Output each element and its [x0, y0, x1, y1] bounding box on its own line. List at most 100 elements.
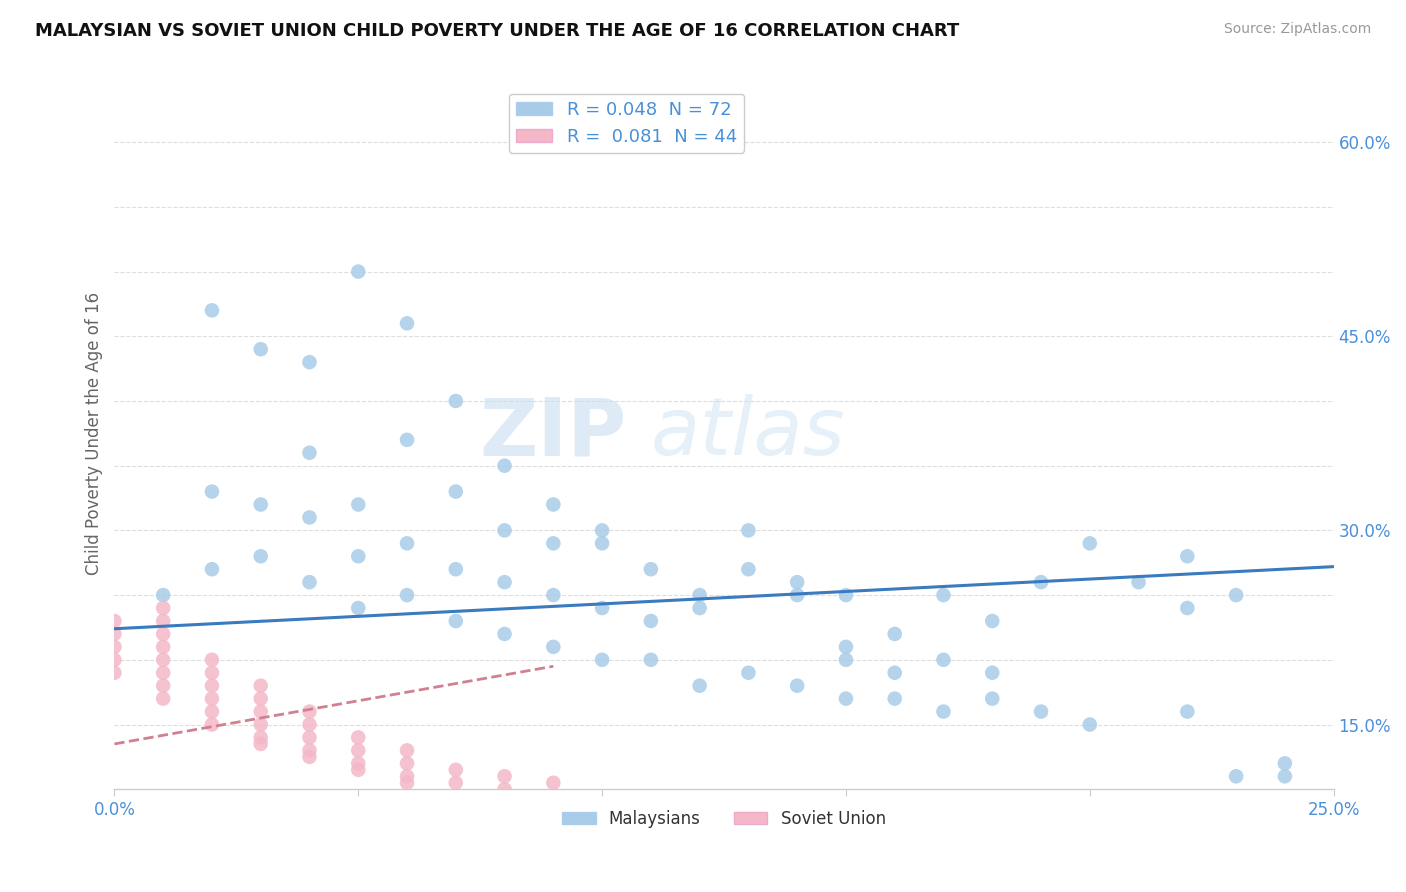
Point: [395, 769, 418, 783]
Point: [201, 679, 224, 693]
Point: [152, 653, 174, 667]
Point: [249, 342, 271, 356]
Point: [395, 776, 418, 790]
Point: [737, 665, 759, 680]
Point: [543, 498, 565, 512]
Point: [249, 498, 271, 512]
Point: [1029, 575, 1052, 590]
Point: [395, 536, 418, 550]
Point: [981, 614, 1004, 628]
Point: [591, 524, 613, 538]
Point: [347, 498, 370, 512]
Point: [201, 653, 224, 667]
Point: [249, 737, 271, 751]
Point: [444, 484, 467, 499]
Point: [786, 575, 808, 590]
Text: MALAYSIAN VS SOVIET UNION CHILD POVERTY UNDER THE AGE OF 16 CORRELATION CHART: MALAYSIAN VS SOVIET UNION CHILD POVERTY …: [35, 22, 959, 40]
Point: [298, 355, 321, 369]
Point: [152, 627, 174, 641]
Point: [395, 756, 418, 771]
Point: [103, 627, 125, 641]
Point: [543, 776, 565, 790]
Point: [932, 653, 955, 667]
Point: [249, 705, 271, 719]
Point: [444, 763, 467, 777]
Text: ZIP: ZIP: [479, 394, 627, 473]
Point: [347, 756, 370, 771]
Point: [1175, 705, 1198, 719]
Point: [1225, 769, 1247, 783]
Point: [591, 601, 613, 615]
Point: [835, 640, 858, 654]
Point: [444, 562, 467, 576]
Point: [347, 549, 370, 564]
Point: [494, 627, 516, 641]
Point: [981, 691, 1004, 706]
Point: [298, 575, 321, 590]
Point: [932, 588, 955, 602]
Point: [835, 588, 858, 602]
Point: [249, 731, 271, 745]
Point: [249, 691, 271, 706]
Point: [444, 614, 467, 628]
Point: [883, 691, 905, 706]
Point: [347, 264, 370, 278]
Point: [835, 653, 858, 667]
Point: [152, 614, 174, 628]
Point: [201, 562, 224, 576]
Point: [201, 705, 224, 719]
Point: [152, 601, 174, 615]
Point: [249, 717, 271, 731]
Point: [347, 731, 370, 745]
Point: [395, 316, 418, 330]
Point: [1225, 588, 1247, 602]
Point: [152, 640, 174, 654]
Point: [494, 769, 516, 783]
Point: [152, 588, 174, 602]
Point: [298, 510, 321, 524]
Point: [786, 679, 808, 693]
Point: [347, 601, 370, 615]
Point: [444, 394, 467, 409]
Point: [737, 562, 759, 576]
Point: [347, 743, 370, 757]
Point: [395, 433, 418, 447]
Point: [835, 691, 858, 706]
Point: [347, 763, 370, 777]
Point: [689, 601, 711, 615]
Point: [1274, 769, 1296, 783]
Point: [591, 653, 613, 667]
Point: [152, 691, 174, 706]
Point: [640, 562, 662, 576]
Point: [103, 640, 125, 654]
Point: [298, 446, 321, 460]
Point: [883, 665, 905, 680]
Point: [1274, 756, 1296, 771]
Text: atlas: atlas: [651, 394, 845, 473]
Point: [298, 717, 321, 731]
Point: [152, 679, 174, 693]
Point: [543, 640, 565, 654]
Legend: Malaysians, Soviet Union: Malaysians, Soviet Union: [555, 803, 893, 834]
Point: [298, 705, 321, 719]
Point: [1078, 536, 1101, 550]
Point: [103, 614, 125, 628]
Point: [494, 458, 516, 473]
Point: [298, 731, 321, 745]
Point: [298, 743, 321, 757]
Point: [1128, 575, 1150, 590]
Point: [640, 614, 662, 628]
Point: [981, 665, 1004, 680]
Point: [1175, 549, 1198, 564]
Point: [543, 789, 565, 803]
Point: [444, 776, 467, 790]
Point: [640, 653, 662, 667]
Point: [786, 588, 808, 602]
Text: Source: ZipAtlas.com: Source: ZipAtlas.com: [1223, 22, 1371, 37]
Point: [103, 665, 125, 680]
Point: [1029, 705, 1052, 719]
Point: [298, 750, 321, 764]
Point: [201, 484, 224, 499]
Point: [494, 575, 516, 590]
Point: [395, 588, 418, 602]
